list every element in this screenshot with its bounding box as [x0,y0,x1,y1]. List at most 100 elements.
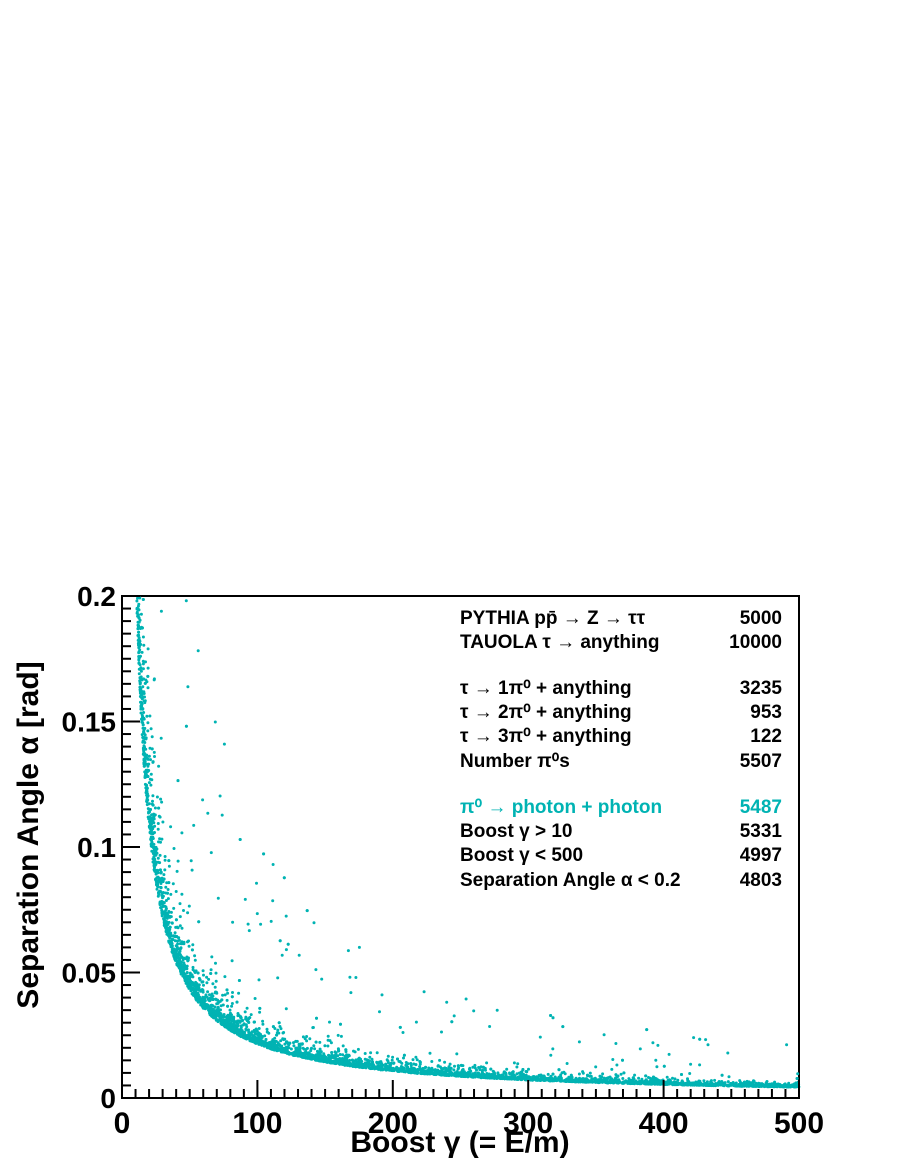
data-point [456,1074,460,1078]
data-point [264,1038,268,1041]
data-point [216,1010,220,1014]
data-point [522,1073,525,1076]
data-point [294,1039,298,1043]
data-point [621,1058,624,1062]
data-point [152,868,156,872]
data-point [140,713,144,717]
data-point [146,721,150,725]
data-point [211,982,215,986]
data-point [180,892,184,896]
data-point [654,1058,658,1062]
data-point [598,1074,602,1078]
data-point [158,837,162,841]
data-point [187,904,191,908]
data-point [163,855,167,858]
data-point [255,1029,259,1033]
data-point [141,662,145,666]
data-point [402,1056,405,1060]
data-point [357,1057,360,1061]
data-point [714,1083,718,1087]
data-point [537,1073,541,1077]
data-point [422,990,426,994]
data-point [157,806,161,810]
data-point [179,967,183,971]
data-point [161,820,165,824]
data-point [163,858,167,862]
data-point [344,1048,348,1052]
data-point [330,1054,334,1058]
data-point [488,1025,492,1028]
data-point [193,958,197,962]
data-point [546,1072,550,1076]
data-point [210,995,213,999]
data-point [228,1011,232,1015]
data-point [468,1067,472,1071]
data-point [300,1042,304,1046]
data-point [339,1034,343,1038]
data-point [187,944,191,948]
data-point [211,1007,215,1011]
data-point [305,909,309,913]
data-point [337,1048,341,1052]
data-point [551,1047,555,1051]
data-point [346,1063,350,1067]
data-point [671,1081,675,1085]
data-point [152,857,156,861]
x-axis-label: Boost γ (= E/m) [350,1126,569,1159]
data-point [151,816,155,819]
data-point [271,1046,275,1050]
legend-value: 5331 [740,821,783,842]
data-point [142,753,146,757]
data-point [427,1070,431,1074]
data-point [150,778,154,782]
data-point [437,1072,441,1075]
data-point [610,1067,614,1071]
data-point [515,1065,519,1069]
data-point [238,838,242,841]
data-point [686,1083,690,1087]
data-point [306,1055,310,1059]
legend-label: τ → 1π⁰ + anything [460,678,632,699]
data-point [191,965,195,969]
data-point [254,1027,258,1031]
y-tick-label: 0.1 [77,832,116,863]
data-point [144,783,148,787]
data-point [353,1064,357,1068]
data-point [142,764,146,768]
data-point [169,825,173,829]
data-point [692,1083,696,1087]
data-point [137,641,141,645]
data-point [709,1079,713,1083]
data-point [297,1049,301,1053]
data-point [795,1077,799,1080]
data-point [137,672,141,676]
data-point [211,1004,215,1008]
data-point [441,1072,445,1076]
data-point [420,1069,424,1073]
data-point [218,794,222,798]
data-point [202,1004,206,1008]
data-point [549,1053,553,1057]
data-point [215,998,218,1002]
data-point [723,1082,727,1086]
data-point [480,1075,484,1078]
data-point [255,912,259,916]
data-point [549,1079,553,1083]
data-point [314,968,318,972]
data-point [402,1053,406,1057]
data-point [179,955,183,959]
data-point [180,942,184,946]
data-point [271,863,275,866]
data-point [261,1019,265,1023]
data-point [396,1057,399,1061]
data-point [230,1016,234,1020]
data-point [174,918,178,922]
data-point [166,888,170,891]
legend-value: 5000 [740,608,782,629]
data-point [149,772,153,776]
data-point [577,1072,581,1076]
data-point [459,1063,463,1067]
data-point [720,1080,724,1084]
data-point [232,1023,236,1027]
data-point [329,1041,333,1045]
